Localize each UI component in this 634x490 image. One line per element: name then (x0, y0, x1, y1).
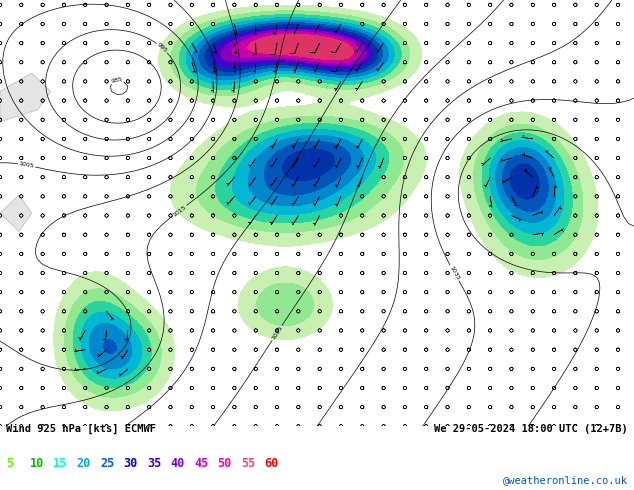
Text: 40: 40 (171, 457, 184, 470)
Text: 995: 995 (156, 42, 168, 54)
Text: 30: 30 (124, 457, 138, 470)
Text: 25: 25 (100, 457, 114, 470)
Text: 20: 20 (77, 457, 91, 470)
Text: 45: 45 (194, 457, 208, 470)
Text: 15: 15 (53, 457, 67, 470)
Text: @weatheronline.co.uk: @weatheronline.co.uk (503, 475, 628, 485)
Polygon shape (0, 195, 32, 231)
Text: We 29-05-2024 18:00 UTC (12+7B): We 29-05-2024 18:00 UTC (12+7B) (434, 424, 628, 434)
Text: 60: 60 (264, 457, 278, 470)
Text: 985: 985 (111, 77, 124, 84)
Text: 50: 50 (217, 457, 231, 470)
Text: 1015: 1015 (172, 204, 187, 218)
Text: Wind 925 hPa [kts] ECMWF: Wind 925 hPa [kts] ECMWF (6, 423, 157, 434)
Polygon shape (0, 73, 51, 122)
Text: 35: 35 (147, 457, 161, 470)
Text: 55: 55 (241, 457, 255, 470)
Text: 1025: 1025 (271, 325, 283, 341)
Text: 5: 5 (6, 457, 13, 470)
Text: 10: 10 (30, 457, 44, 470)
Text: 1005: 1005 (18, 161, 35, 169)
Text: 1035: 1035 (448, 265, 460, 281)
